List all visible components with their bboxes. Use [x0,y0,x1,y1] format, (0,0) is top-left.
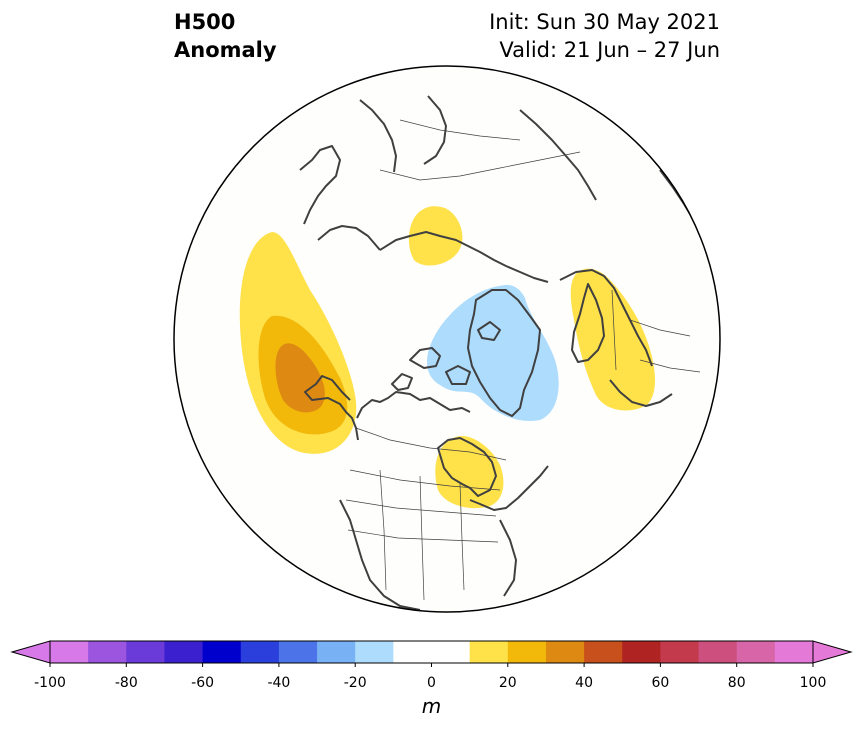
anomaly-region-pacific-30 [275,343,325,413]
colorbar-ticks: -100 -80 -60 -40 -20 0 20 40 60 80 100 [34,663,826,690]
colorbar-extend-high [812,640,853,664]
colorbar-tick-label: 20 [499,675,517,690]
colorbar-bin [202,641,242,663]
polar-map [173,65,721,613]
colorbar-tick-label: -80 [115,675,138,690]
colorbar-tick-label: 0 [427,675,436,690]
colorbar-bin [698,641,738,663]
anomaly-region-scandinavia [570,268,656,411]
colorbar-bin [126,641,165,663]
colorbar: -100 -80 -60 -40 -20 0 20 40 60 80 100 [10,640,853,690]
map-boundary [173,65,721,613]
colorbar-bin [584,641,623,663]
title-line-2: Anomaly [174,38,277,62]
colorbar-bin [507,641,547,663]
colorbar-tick-label: -40 [267,675,290,690]
colorbar-tick-label: -20 [344,675,367,690]
colorbar-tick-label: -100 [34,675,66,690]
colorbar-bin [317,641,356,663]
colorbar-extend-low [10,640,51,664]
colorbar-bins [50,641,814,663]
colorbar-tick-label: 40 [575,675,593,690]
colorbar-tick-label: 100 [800,675,827,690]
date-info: Init: Sun 30 May 2021 Valid: 21 Jun – 27… [489,8,720,64]
colorbar-bin [164,641,204,663]
colorbar-bin [278,641,318,663]
anomaly-region-siberia [408,206,463,266]
colorbar-tick-label: 80 [728,675,746,690]
colorbar-bin [736,641,776,663]
colorbar-bin [469,641,509,663]
colorbar-bin [88,641,127,663]
colorbar-unit-label: m [421,694,442,718]
colorbar-tick-label: -60 [191,675,214,690]
coastlines [299,95,720,611]
init-date: Init: Sun 30 May 2021 [489,10,720,34]
colorbar-tick-label: 60 [651,675,669,690]
colorbar-bin [774,641,814,663]
valid-range: Valid: 21 Jun – 27 Jun [499,38,720,62]
borders [345,119,701,601]
title: H500 Anomaly [174,8,277,64]
colorbar-bin [431,641,471,663]
colorbar-bin [355,641,394,663]
title-line-1: H500 [174,10,236,34]
colorbar-bin [240,641,280,663]
colorbar-bin [393,641,432,663]
colorbar-bin [545,641,585,663]
colorbar-bin [50,641,89,663]
colorbar-bin [660,641,700,663]
colorbar-bin [622,641,661,663]
